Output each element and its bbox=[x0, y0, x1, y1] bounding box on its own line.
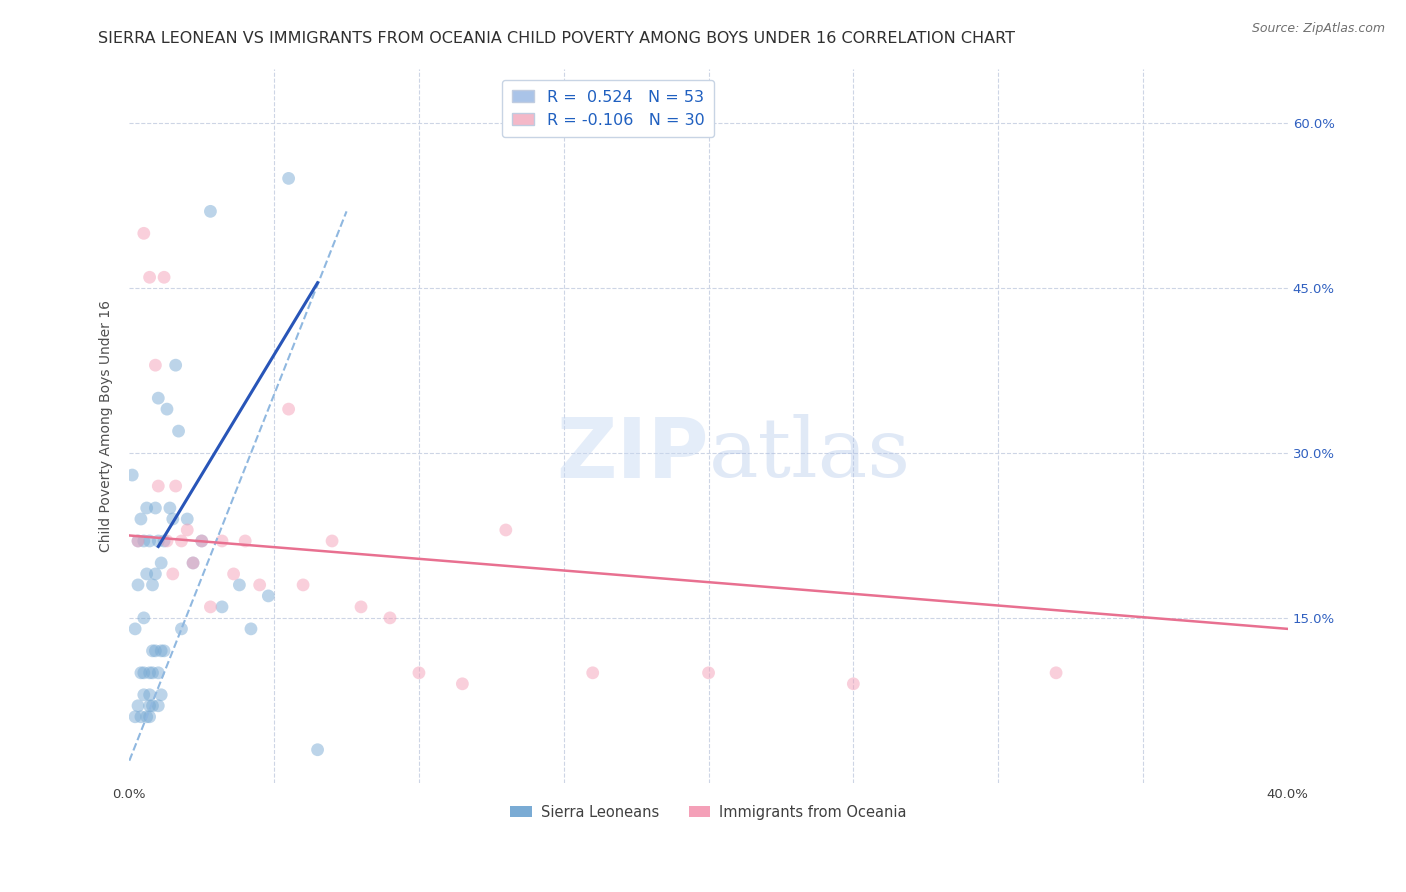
Point bbox=[121, 468, 143, 483]
Point bbox=[176, 512, 198, 526]
Point bbox=[132, 227, 155, 241]
Point bbox=[148, 479, 170, 493]
Y-axis label: Child Poverty Among Boys Under 16: Child Poverty Among Boys Under 16 bbox=[100, 300, 114, 551]
Point bbox=[148, 665, 170, 680]
Point bbox=[156, 402, 179, 417]
Point bbox=[148, 391, 170, 405]
Point bbox=[176, 523, 198, 537]
Point bbox=[277, 171, 299, 186]
Point bbox=[181, 556, 204, 570]
Point bbox=[138, 710, 160, 724]
Point bbox=[141, 665, 163, 680]
Point bbox=[307, 743, 329, 757]
Point bbox=[1045, 665, 1067, 680]
Point bbox=[153, 270, 176, 285]
Text: Source: ZipAtlas.com: Source: ZipAtlas.com bbox=[1251, 22, 1385, 36]
Point bbox=[145, 358, 167, 372]
Point bbox=[842, 677, 865, 691]
Point bbox=[697, 665, 720, 680]
Point bbox=[167, 424, 190, 438]
Text: ZIP: ZIP bbox=[555, 414, 709, 495]
Point bbox=[141, 644, 163, 658]
Text: SIERRA LEONEAN VS IMMIGRANTS FROM OCEANIA CHILD POVERTY AMONG BOYS UNDER 16 CORR: SIERRA LEONEAN VS IMMIGRANTS FROM OCEANI… bbox=[98, 31, 1015, 46]
Point bbox=[132, 611, 155, 625]
Point bbox=[129, 512, 152, 526]
Point bbox=[132, 533, 155, 548]
Point bbox=[159, 501, 181, 516]
Point bbox=[378, 611, 401, 625]
Point bbox=[211, 533, 233, 548]
Point bbox=[150, 556, 173, 570]
Point bbox=[145, 501, 167, 516]
Point bbox=[582, 665, 605, 680]
Point bbox=[150, 644, 173, 658]
Point bbox=[141, 698, 163, 713]
Point bbox=[181, 556, 204, 570]
Point bbox=[233, 533, 256, 548]
Point bbox=[129, 710, 152, 724]
Point bbox=[200, 599, 222, 614]
Point bbox=[135, 566, 157, 581]
Point bbox=[132, 665, 155, 680]
Point bbox=[127, 578, 149, 592]
Point bbox=[127, 698, 149, 713]
Legend: Sierra Leoneans, Immigrants from Oceania: Sierra Leoneans, Immigrants from Oceania bbox=[505, 798, 912, 825]
Point bbox=[153, 644, 176, 658]
Point bbox=[141, 578, 163, 592]
Point bbox=[148, 698, 170, 713]
Point bbox=[124, 622, 146, 636]
Point bbox=[124, 710, 146, 724]
Point bbox=[148, 533, 170, 548]
Point bbox=[228, 578, 250, 592]
Point bbox=[127, 533, 149, 548]
Point bbox=[150, 688, 173, 702]
Point bbox=[132, 688, 155, 702]
Point bbox=[257, 589, 280, 603]
Point bbox=[138, 698, 160, 713]
Point bbox=[162, 512, 184, 526]
Point bbox=[451, 677, 474, 691]
Point bbox=[350, 599, 373, 614]
Point bbox=[277, 402, 299, 417]
Point bbox=[162, 566, 184, 581]
Point bbox=[239, 622, 262, 636]
Point bbox=[249, 578, 271, 592]
Point bbox=[495, 523, 517, 537]
Point bbox=[190, 533, 212, 548]
Point bbox=[138, 665, 160, 680]
Point bbox=[138, 270, 160, 285]
Point bbox=[138, 688, 160, 702]
Point bbox=[292, 578, 315, 592]
Point bbox=[145, 566, 167, 581]
Text: atlas: atlas bbox=[709, 414, 911, 494]
Point bbox=[211, 599, 233, 614]
Point bbox=[135, 501, 157, 516]
Point bbox=[190, 533, 212, 548]
Point bbox=[145, 644, 167, 658]
Point bbox=[200, 204, 222, 219]
Point bbox=[153, 533, 176, 548]
Point bbox=[138, 533, 160, 548]
Point bbox=[165, 479, 187, 493]
Point bbox=[165, 358, 187, 372]
Point bbox=[129, 665, 152, 680]
Point bbox=[321, 533, 343, 548]
Point bbox=[222, 566, 245, 581]
Point bbox=[170, 533, 193, 548]
Point bbox=[156, 533, 179, 548]
Point bbox=[408, 665, 430, 680]
Point bbox=[127, 533, 149, 548]
Point bbox=[170, 622, 193, 636]
Point bbox=[135, 710, 157, 724]
